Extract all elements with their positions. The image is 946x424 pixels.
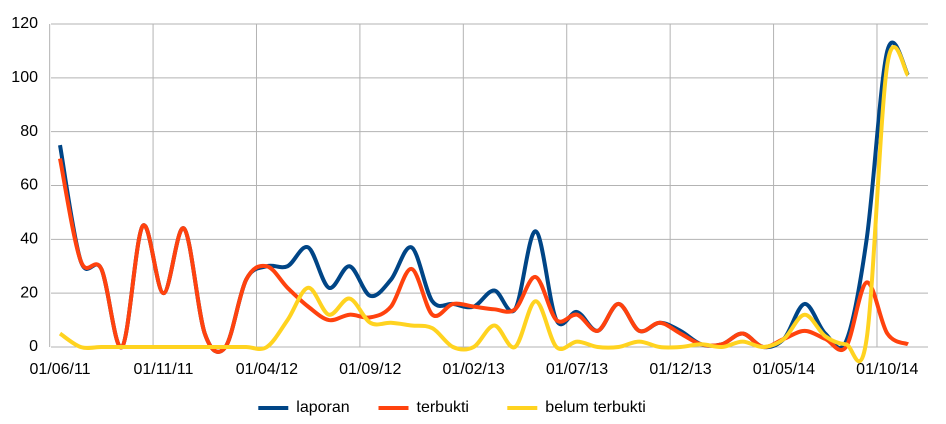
y-tick-label: 120 [11,15,38,32]
y-tick-label: 0 [29,338,38,355]
legend-label: terbukti [417,399,469,416]
x-tick-label: 01/07/13 [546,361,608,378]
x-tick-label: 01/04/12 [236,361,298,378]
x-tick-label: 01/12/13 [649,361,711,378]
x-tick-label: 01/09/12 [339,361,401,378]
x-tick-label: 01/11/11 [133,361,193,378]
series-line [58,158,909,354]
x-tick-label: 01/06/11 [29,361,90,378]
x-tick-label: 01/02/13 [443,361,505,378]
y-tick-label: 60 [20,177,38,194]
y-tick-label: 40 [20,231,38,248]
y-tick-label: 100 [11,69,38,86]
x-tick-label: 01/10/14 [856,361,918,378]
legend-label: laporan [296,399,349,416]
y-tick-label: 80 [20,123,38,140]
series-line [58,45,910,364]
legend-label: belum terbukti [545,399,646,416]
series-line [58,40,910,354]
y-tick-label: 20 [20,284,38,301]
x-tick-label: 01/05/14 [753,361,815,378]
